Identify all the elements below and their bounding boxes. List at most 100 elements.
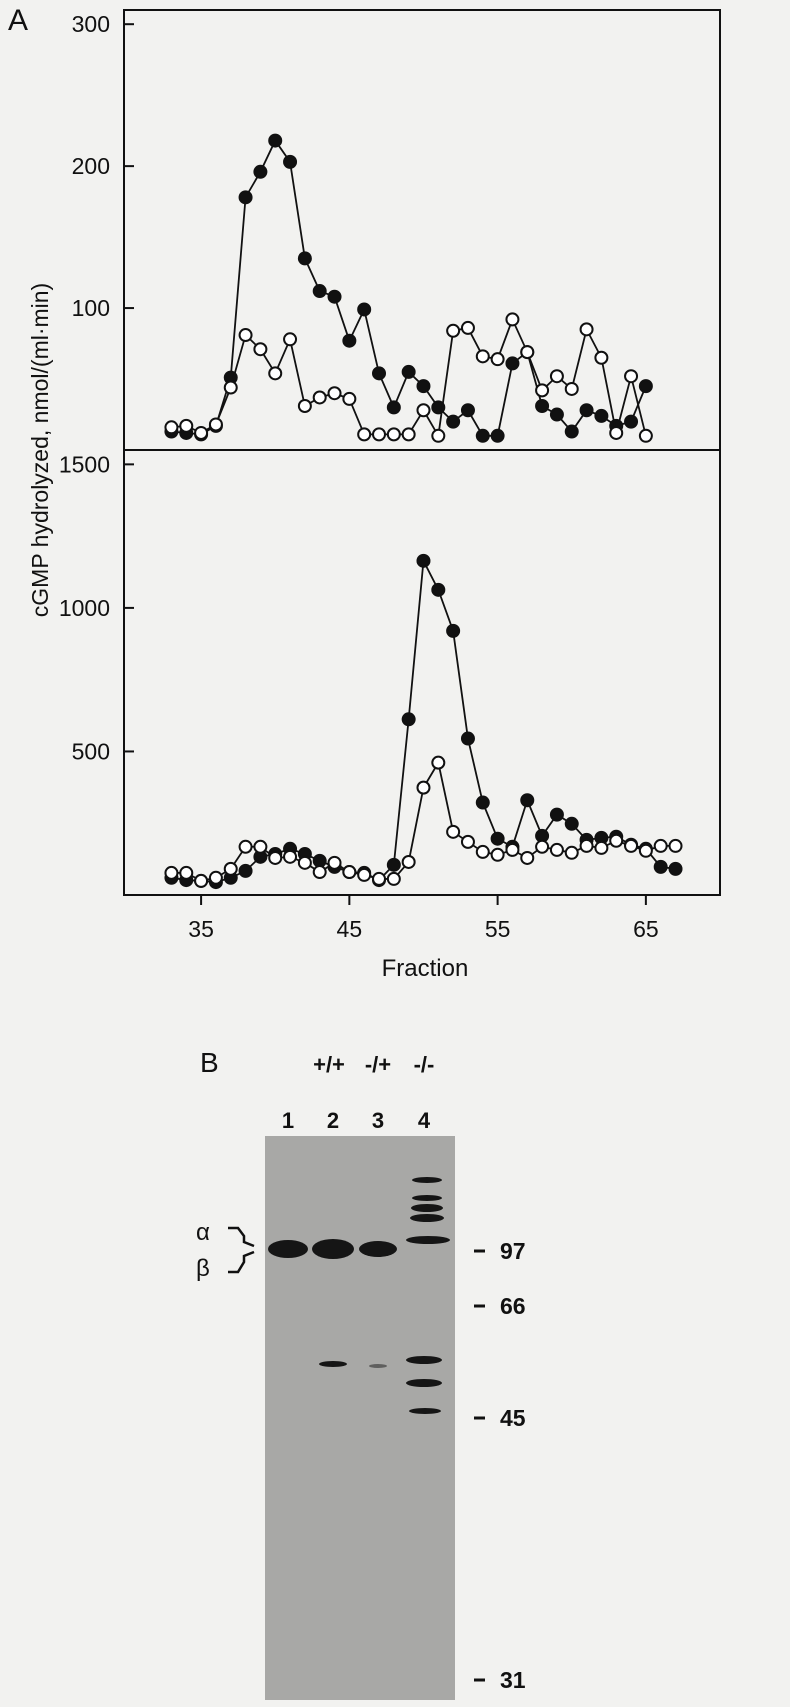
data-point — [549, 807, 564, 822]
data-point — [297, 251, 312, 266]
data-point — [164, 420, 179, 435]
data-point — [446, 414, 461, 429]
marker-label: 97 — [500, 1238, 526, 1264]
data-point — [446, 824, 461, 839]
data-point — [564, 424, 579, 439]
data-point — [416, 403, 431, 418]
data-point — [238, 190, 253, 205]
data-point — [475, 795, 490, 810]
data-point — [609, 425, 624, 440]
y-tick-label: 500 — [72, 738, 110, 764]
data-point — [520, 793, 535, 808]
x-tick-label: 45 — [337, 916, 363, 942]
data-point — [401, 364, 416, 379]
data-point — [312, 390, 327, 405]
x-tick-label: 35 — [188, 916, 214, 942]
data-point — [386, 857, 401, 872]
data-point — [327, 289, 342, 304]
data-point — [505, 842, 520, 857]
gel-bands — [268, 1177, 450, 1414]
data-point — [357, 427, 372, 442]
data-point — [386, 871, 401, 886]
data-point — [460, 320, 475, 335]
data-point — [253, 164, 268, 179]
data-point — [638, 843, 653, 858]
data-point — [460, 403, 475, 418]
data-point — [490, 847, 505, 862]
data-point — [431, 755, 446, 770]
data-point — [490, 352, 505, 367]
data-point — [179, 418, 194, 433]
marker-label: 45 — [500, 1405, 526, 1431]
data-point — [564, 816, 579, 831]
data-point — [238, 328, 253, 343]
data-point — [653, 838, 668, 853]
data-point — [342, 865, 357, 880]
data-point — [668, 838, 683, 853]
band-label: α — [196, 1219, 210, 1246]
data-point — [283, 332, 298, 347]
data-point — [238, 839, 253, 854]
data-point — [283, 154, 298, 169]
genotype: +/+ — [313, 1052, 345, 1077]
data-point — [297, 855, 312, 870]
data-point — [638, 379, 653, 394]
data-point — [194, 425, 209, 440]
data-point — [460, 731, 475, 746]
plot-frame — [123, 9, 721, 896]
data-point — [416, 553, 431, 568]
lane-number: 2 — [327, 1108, 339, 1133]
x-axis-label: Fraction — [382, 955, 469, 982]
data-point — [431, 428, 446, 443]
data-point — [401, 427, 416, 442]
data-point — [490, 831, 505, 846]
data-point — [342, 391, 357, 406]
data-point — [268, 133, 283, 148]
data-point — [624, 838, 639, 853]
data-point — [564, 845, 579, 860]
data-point — [357, 867, 372, 882]
marker-label: 66 — [500, 1293, 526, 1319]
data-point — [549, 369, 564, 384]
data-point — [535, 399, 550, 413]
data-point — [208, 870, 223, 885]
data-point — [342, 333, 357, 348]
data-point — [475, 844, 490, 859]
data-point — [535, 839, 550, 854]
data-point — [475, 428, 490, 443]
data-point — [549, 842, 564, 857]
gel — [265, 1136, 455, 1700]
y-axis-label: cGMP hydrolyzed, nmol/(ml·min) — [27, 283, 53, 617]
y-tick-label: 100 — [72, 295, 110, 321]
data-point — [401, 712, 416, 727]
data-point — [401, 854, 416, 869]
data-point — [609, 833, 624, 848]
data-point — [594, 840, 609, 855]
lane-number: 4 — [418, 1108, 431, 1133]
data-point — [179, 865, 194, 880]
data-point — [446, 623, 461, 638]
data-point — [386, 400, 401, 415]
data-point — [579, 322, 594, 337]
genotype: -/+ — [365, 1052, 391, 1077]
data-point — [268, 366, 283, 381]
lane-number: 3 — [372, 1108, 384, 1133]
band-label: β — [196, 1255, 210, 1282]
data-point — [579, 403, 594, 418]
data-point — [653, 859, 668, 874]
data-point — [460, 834, 475, 849]
y-tick-label: 200 — [72, 153, 110, 179]
data-point — [490, 428, 505, 443]
data-point — [194, 873, 209, 888]
data-point — [594, 350, 609, 365]
genotype: -/- — [414, 1052, 435, 1077]
data-point — [164, 865, 179, 880]
data-point — [297, 399, 312, 413]
x-tick-label: 55 — [485, 916, 511, 942]
y-tick-label: 300 — [72, 11, 110, 37]
data-point — [564, 381, 579, 396]
y-tick-label: 1500 — [59, 451, 110, 477]
data-point — [535, 383, 550, 398]
data-point — [475, 349, 490, 364]
